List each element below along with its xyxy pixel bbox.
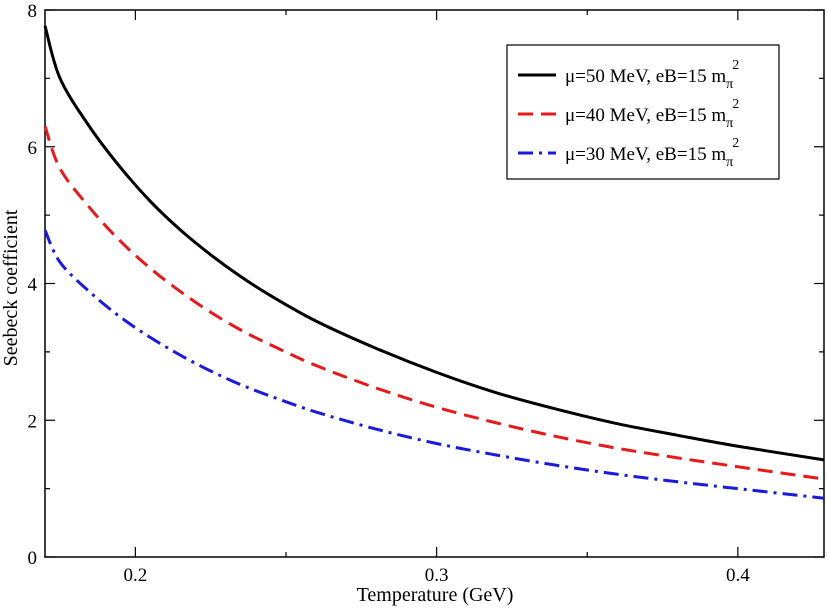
series-line-3 xyxy=(43,229,825,500)
legend-label-text: μ=40 MeV, eB=15 m xyxy=(565,105,726,126)
series-lines xyxy=(43,25,825,500)
legend-label-subscript: π xyxy=(726,116,733,131)
legend-box xyxy=(506,44,780,180)
legend-label-subscript: π xyxy=(726,155,733,170)
legend-label-3: μ=30 MeV, eB=15 mπ 2 xyxy=(565,136,739,170)
y-tick-label: 8 xyxy=(28,1,38,22)
legend-label-text: μ=50 MeV, eB=15 m xyxy=(565,66,726,87)
y-tick-label: 6 xyxy=(28,138,38,159)
y-tick-label: 0 xyxy=(28,548,38,569)
x-tick-label: 0.3 xyxy=(425,565,449,586)
y-axis-title: Seebeck coefficient xyxy=(0,209,22,366)
x-tick-label: 0.2 xyxy=(123,565,147,586)
legend-label-superscript: 2 xyxy=(732,58,739,73)
y-tick-label: 2 xyxy=(28,411,38,432)
legend-label-superscript: 2 xyxy=(732,136,739,151)
series-line-2 xyxy=(43,125,825,481)
axis-ticks: 0.2 0.3 0.4 0 2 4 6 8 xyxy=(28,1,824,586)
legend-label-2: μ=40 MeV, eB=15 mπ 2 xyxy=(565,97,739,131)
legend-label-text: μ=30 MeV, eB=15 m xyxy=(565,144,726,165)
x-tick-label: 0.4 xyxy=(726,565,750,586)
legend-label-subscript: π xyxy=(726,77,733,92)
x-axis-title: Temperature (GeV) xyxy=(357,584,514,606)
legend-label-1: μ=50 MeV, eB=15 mπ 2 xyxy=(565,58,739,92)
series-line-1 xyxy=(43,25,825,462)
legend-label-superscript: 2 xyxy=(732,97,739,112)
y-tick-label: 4 xyxy=(28,275,38,296)
